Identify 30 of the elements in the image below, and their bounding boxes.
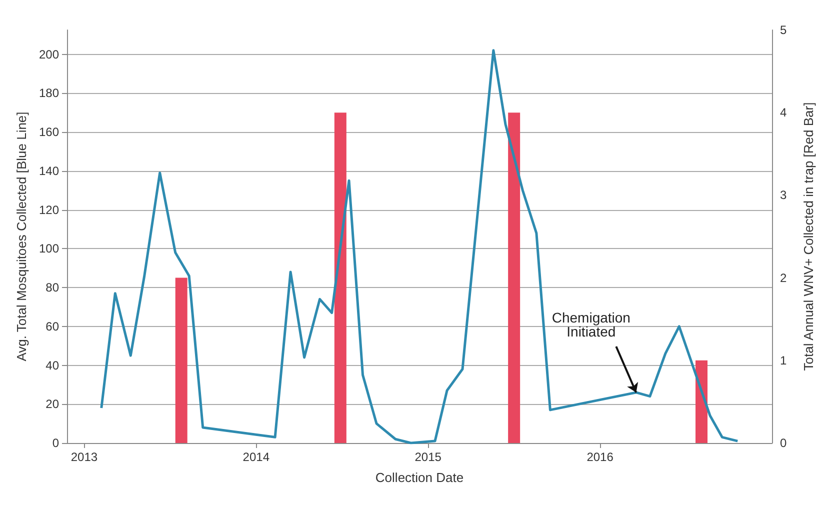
y-tick-label: 160 [38, 125, 60, 140]
y2-tick-label: 0 [780, 436, 787, 450]
bar [175, 278, 188, 443]
x-tick-label: 2016 [586, 450, 614, 464]
y2-tick-label: 4 [780, 106, 787, 120]
y-tick-label: 100 [38, 242, 60, 256]
y2-tick-label: 2 [780, 270, 787, 285]
y2-tick-label: 3 [780, 188, 787, 202]
y-axis-title: Avg. Total Mosquitoes Collected [Blue Line] [14, 112, 30, 362]
bar [696, 360, 708, 443]
x-axis-title: Collection Date [375, 470, 464, 485]
y-tick-label: 200 [38, 47, 60, 62]
bar [508, 112, 520, 443]
x-tick-label: 2014 [242, 450, 270, 464]
y-tick-label: 120 [38, 202, 60, 217]
y2-tick-label: 1 [780, 353, 787, 368]
x-tick-label: 2013 [70, 450, 98, 464]
y2-axis-title: Total Annual WNV+ Collected in trap [Red Bar] [801, 102, 816, 371]
y2-tick-label: 5 [780, 23, 787, 37]
y-tick-label: 140 [38, 164, 60, 178]
y-tick-label: 180 [38, 86, 60, 100]
annotation: Chemigation Initiated [552, 309, 630, 340]
bar [334, 112, 346, 443]
y-tick-label: 0 [52, 436, 60, 450]
x-tick-label: 2015 [414, 450, 442, 464]
y-tick-label: 60 [46, 319, 60, 334]
line-series [100, 49, 739, 444]
y-tick-label: 20 [46, 397, 60, 412]
y-tick-label: 80 [46, 280, 60, 295]
y-tick-label: 40 [46, 358, 60, 372]
